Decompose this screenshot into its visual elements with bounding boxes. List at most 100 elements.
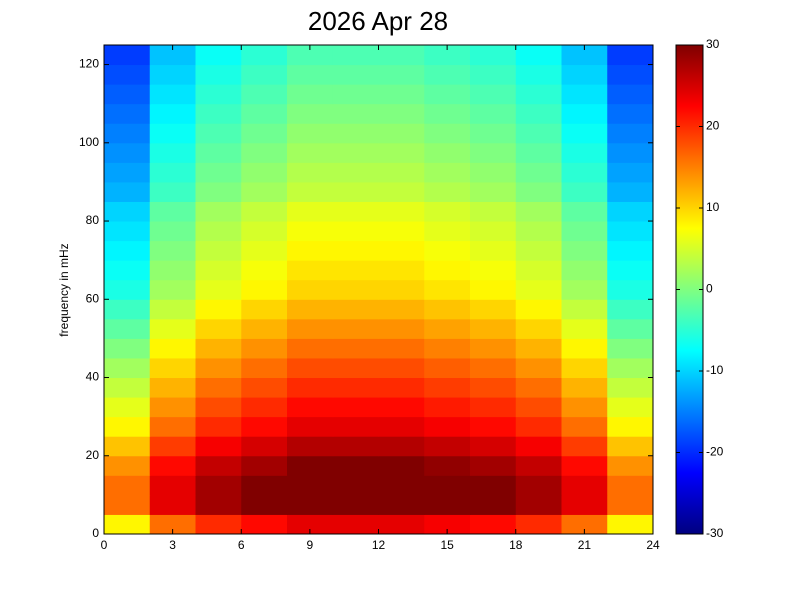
heatmap-cell (561, 299, 608, 320)
heatmap-cell (195, 455, 242, 476)
heatmap-cell (607, 436, 654, 457)
heatmap-cell (607, 475, 654, 496)
heatmap-cell (470, 279, 517, 300)
heatmap-cell (515, 103, 562, 124)
heatmap-cell (241, 123, 288, 144)
heatmap-cell (470, 436, 517, 457)
heatmap-cell (149, 416, 196, 437)
heatmap-cell (561, 221, 608, 242)
heatmap-cell (424, 221, 471, 242)
heatmap-cell (470, 181, 517, 202)
heatmap-cell (470, 514, 517, 535)
y-tick-label: 20 (86, 448, 100, 462)
heatmap-cell (378, 397, 425, 418)
heatmap-cell (378, 103, 425, 124)
heatmap-cell (470, 357, 517, 379)
heatmap-cell (424, 84, 471, 105)
heatmap-cell (241, 416, 288, 437)
heatmap-cell (424, 494, 471, 515)
heatmap-cell (332, 377, 379, 398)
heatmap-cell (287, 240, 334, 261)
heatmap-cell (104, 64, 151, 85)
heatmap-cell (561, 436, 608, 457)
heatmap-cell (424, 240, 471, 261)
heatmap-cell (515, 260, 562, 281)
x-tick-label: 12 (372, 538, 386, 552)
heatmap-cell (561, 84, 608, 105)
heatmap-cell (287, 436, 334, 457)
heatmap-cell (470, 123, 517, 144)
heatmap-cell (332, 64, 379, 85)
heatmap-cell (424, 279, 471, 300)
heatmap-cell (332, 181, 379, 202)
heatmap-cell (607, 123, 654, 144)
heatmap-cell (515, 240, 562, 261)
heatmap-cell (470, 103, 517, 124)
heatmap-cell (378, 514, 425, 535)
heatmap-cell (104, 377, 151, 398)
heatmap-cell (424, 436, 471, 457)
colorbar-tick-label: -20 (706, 445, 724, 459)
heatmap-cell (378, 377, 425, 398)
heatmap-cell (561, 494, 608, 515)
heatmap-cell (332, 475, 379, 496)
heatmap-cell (287, 84, 334, 105)
heatmap-cell (561, 181, 608, 202)
heatmap-cell (241, 181, 288, 202)
heatmap-cell (332, 123, 379, 144)
heatmap-cell (378, 338, 425, 359)
heatmap-cell (332, 318, 379, 339)
heatmap-cell (287, 475, 334, 496)
heatmap-cell (607, 318, 654, 339)
heatmap-cell (104, 103, 151, 124)
heatmap-cell (287, 299, 334, 320)
heatmap-cell (195, 357, 242, 379)
heatmap-cell (149, 299, 196, 320)
heatmap-cell (287, 142, 334, 163)
heatmap-cell (195, 103, 242, 124)
heatmap-cell (241, 201, 288, 222)
heatmap-cell (104, 123, 151, 144)
heatmap-cell (515, 318, 562, 339)
heatmap-cell (470, 416, 517, 437)
heatmap-cell (515, 416, 562, 437)
heatmap-cell (515, 181, 562, 202)
heatmap-cell (287, 260, 334, 281)
heatmap-cell (561, 338, 608, 359)
heatmap-cell (149, 338, 196, 359)
heatmap-cell (561, 377, 608, 398)
heatmap-cell (561, 318, 608, 339)
heatmap-cell (515, 455, 562, 476)
x-tick-label: 0 (101, 538, 108, 552)
heatmap-cell (470, 201, 517, 222)
heatmap-cell (104, 514, 151, 535)
heatmap-cell (378, 279, 425, 300)
heatmap-cell (241, 338, 288, 359)
heatmap-cell (149, 494, 196, 515)
heatmap-cell (470, 397, 517, 418)
heatmap-cell (607, 455, 654, 476)
heatmap-cell (332, 279, 379, 300)
heatmap-cell (332, 494, 379, 515)
heatmap-cell (149, 240, 196, 261)
heatmap-cell (287, 181, 334, 202)
heatmap-cell (195, 416, 242, 437)
heatmap-cell (195, 123, 242, 144)
heatmap-cell (607, 181, 654, 202)
colorbar (675, 44, 704, 535)
heatmap-cell (104, 142, 151, 163)
heatmap-cell (561, 142, 608, 163)
heatmap-cell (195, 318, 242, 339)
heatmap-cell (287, 357, 334, 379)
heatmap-cell (149, 377, 196, 398)
heatmap-cell (561, 64, 608, 85)
heatmap-cell (607, 279, 654, 300)
x-tick-label: 15 (440, 538, 454, 552)
heatmap-cell (149, 514, 196, 535)
heatmap-cell (149, 357, 196, 379)
heatmap-cell (332, 162, 379, 183)
heatmap-cell (515, 64, 562, 85)
heatmap-cell (241, 142, 288, 163)
y-tick-label: 0 (92, 526, 99, 540)
